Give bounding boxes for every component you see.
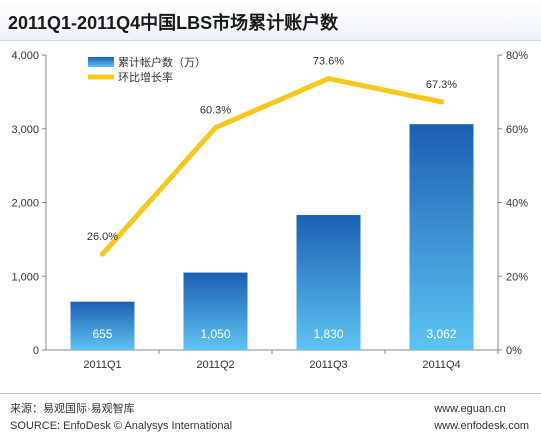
- url-eguan: www.eguan.cn: [434, 403, 506, 415]
- title-divider: [0, 40, 541, 41]
- bar-value-label: 655: [92, 327, 112, 341]
- growth-rate-point: [326, 76, 331, 82]
- left-tick-label: 2,000: [11, 198, 39, 210]
- right-tick-label: 20%: [506, 271, 528, 283]
- x-tick-label: 2011Q1: [83, 359, 121, 371]
- legend-bar-label: 累计帐户数（万）: [118, 55, 206, 69]
- bar: [183, 272, 248, 350]
- growth-rate-line: [100, 76, 444, 257]
- right-tick-label: 40%: [506, 198, 528, 210]
- right-tick-label: 80%: [506, 50, 528, 62]
- bar: [296, 215, 361, 350]
- growth-rate-point: [100, 251, 105, 257]
- bar: [409, 124, 474, 351]
- left-tick-label: 4,000: [11, 50, 39, 62]
- legend-bar-swatch: [88, 57, 114, 67]
- chart-title: 2011Q1-2011Q4中国LBS市场累计账户数: [8, 13, 339, 33]
- growth-rate-label: 26.0%: [87, 231, 118, 243]
- growth-rate-point: [213, 125, 218, 131]
- right-tick-label: 0%: [506, 345, 522, 357]
- chart-canvas: 0 1,000 2,000 3,000 4,000 0% 20% 40% 60% 80% 2011Q…: [11, 50, 528, 371]
- bar: [70, 301, 135, 350]
- title-band: [0, 0, 541, 40]
- left-tick-label: 3,000: [11, 124, 39, 136]
- footer-divider: [0, 393, 541, 394]
- left-tick-label: 1,000: [11, 271, 39, 283]
- bar-value-label: 1,050: [200, 327, 230, 341]
- growth-rate-label: 60.3%: [200, 105, 231, 117]
- url-enfodesk: www.enfodesk.com: [434, 420, 529, 432]
- x-tick-label: 2011Q3: [309, 359, 347, 371]
- growth-rate-label: 73.6%: [313, 56, 344, 68]
- url-block: www.eguan.cn www.enfodesk.com: [434, 401, 529, 435]
- bar-value-label: 3,062: [426, 327, 456, 341]
- x-tick-label: 2011Q4: [422, 359, 460, 371]
- bar-value-label: 1,830: [313, 327, 343, 341]
- left-tick-label: 0: [33, 345, 39, 357]
- growth-rate-point: [439, 99, 444, 105]
- x-tick-label: 2011Q2: [196, 359, 234, 371]
- legend-line-label: 环比增长率: [118, 70, 173, 84]
- source-block: 来源：易观国际·易观智库 SOURCE: EnfoDesk © Analysys…: [10, 401, 232, 435]
- source-cn: 来源：易观国际·易观智库: [10, 403, 135, 415]
- right-tick-label: 60%: [506, 124, 528, 136]
- growth-rate-label: 67.3%: [426, 79, 457, 91]
- source-en: SOURCE: EnfoDesk © Analysys Internationa…: [10, 420, 233, 432]
